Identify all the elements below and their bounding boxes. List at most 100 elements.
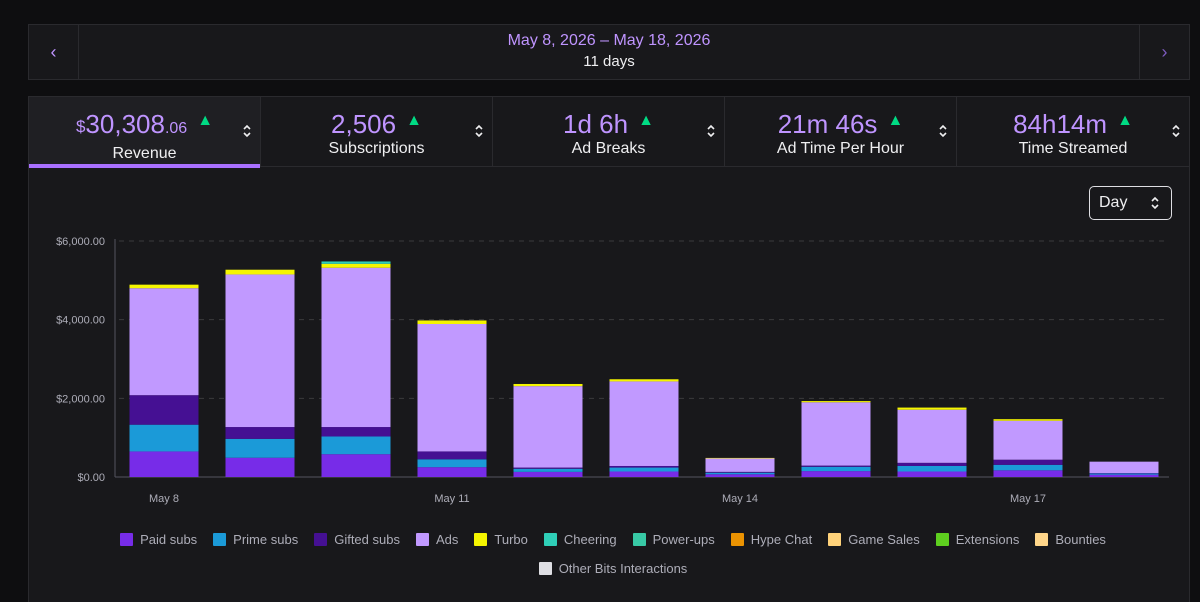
bar-segment[interactable] (417, 323, 487, 452)
tab-revenue[interactable]: $30,308.06 ▲ Revenue (29, 97, 261, 168)
legend-item[interactable]: Paid subs (120, 532, 197, 547)
bar-segment[interactable] (417, 459, 487, 468)
bar-segment[interactable] (993, 420, 1063, 460)
bar-segment[interactable] (321, 261, 391, 264)
bar-segment[interactable] (417, 451, 487, 460)
metric-tabs: $30,308.06 ▲ Revenue 2,506 ▲ Subscriptions… (29, 97, 1189, 168)
bar-segment[interactable] (129, 284, 199, 289)
bar-segment[interactable] (417, 467, 487, 477)
bar-segment[interactable] (705, 458, 775, 472)
legend-item[interactable]: Gifted subs (314, 532, 400, 547)
tab-time-streamed[interactable]: 84h14m ▲ Time Streamed (957, 97, 1189, 167)
bar-segment[interactable] (609, 381, 679, 466)
tab-label: Subscriptions (328, 140, 425, 157)
bar-segment[interactable] (513, 386, 583, 468)
date-range-bar: ‹ May 8, 2026 – May 18, 2026 11 days › (28, 24, 1190, 80)
bar-segment[interactable] (1089, 473, 1159, 474)
bar-segment[interactable] (705, 474, 775, 477)
bar-segment[interactable] (225, 269, 295, 275)
legend-label: Bounties (1055, 532, 1106, 547)
legend-swatch (314, 533, 328, 546)
arrow-up-icon: ▲ (1117, 112, 1133, 129)
tab-subscriptions[interactable]: 2,506 ▲ Subscriptions (261, 97, 493, 167)
bar-segment[interactable] (993, 464, 1063, 471)
legend-item[interactable]: Cheering (543, 532, 617, 547)
bar-segment[interactable] (993, 470, 1063, 477)
date-range-days: 11 days (583, 53, 635, 70)
bar-segment[interactable] (321, 267, 391, 428)
bar-segment[interactable] (801, 466, 871, 472)
bar-segment[interactable] (705, 471, 775, 473)
bar-segment[interactable] (129, 288, 199, 396)
legend-item[interactable]: Power-ups (632, 532, 715, 547)
bar-segment[interactable] (225, 427, 295, 439)
bar-segment[interactable] (513, 468, 583, 472)
chevron-up-down-icon (1151, 196, 1159, 210)
bar-segment[interactable] (993, 459, 1063, 465)
bar-segment[interactable] (225, 438, 295, 458)
x-tick-label: May 17 (1010, 493, 1046, 505)
bar-segment[interactable] (129, 451, 199, 477)
bar-segment[interactable] (513, 383, 583, 387)
legend-swatch (213, 533, 227, 546)
legend-swatch (415, 533, 429, 546)
bar-segment[interactable] (129, 424, 199, 452)
x-tick-label: May 11 (434, 493, 469, 505)
bar-segment[interactable] (897, 407, 967, 410)
bar-segment[interactable] (225, 457, 295, 477)
bar-segment[interactable] (321, 263, 391, 268)
bar-segment[interactable] (417, 320, 487, 324)
legend-item[interactable]: Turbo (474, 532, 528, 547)
sort-icon (1172, 124, 1180, 138)
bar-segment[interactable] (897, 465, 967, 472)
bar-segment[interactable] (129, 395, 199, 425)
bar-segment[interactable] (1089, 474, 1159, 477)
bar-segment[interactable] (609, 471, 679, 477)
legend-item[interactable]: Other Bits Interactions (538, 561, 688, 576)
legend-item[interactable]: Game Sales (828, 532, 920, 547)
bar-segment[interactable] (609, 467, 679, 472)
next-period-button[interactable]: › (1139, 25, 1189, 79)
legend-item[interactable]: Prime subs (213, 532, 298, 547)
bar-segment[interactable] (321, 454, 391, 477)
bar-segment[interactable] (897, 471, 967, 477)
bar-segment[interactable] (897, 409, 967, 463)
tab-label: Time Streamed (1018, 140, 1128, 157)
bar-segment[interactable] (801, 465, 871, 467)
legend-item[interactable]: Extensions (935, 532, 1020, 547)
bar-segment[interactable] (801, 471, 871, 477)
bar-segment[interactable] (609, 379, 679, 382)
tab-ad-breaks[interactable]: 1d 6h ▲ Ad Breaks (493, 97, 725, 167)
bar-segment[interactable] (321, 427, 391, 437)
bar-segment[interactable] (993, 419, 1063, 421)
legend-swatch (1035, 533, 1049, 546)
bar-segment[interactable] (801, 402, 871, 466)
legend-label: Extensions (955, 532, 1020, 547)
legend-label: Prime subs (233, 532, 299, 547)
legend-item[interactable]: Hype Chat (730, 532, 812, 547)
legend-label: Other Bits Interactions (558, 561, 688, 576)
bar-segment[interactable] (801, 401, 871, 403)
legend-swatch (120, 533, 134, 546)
y-tick-label: $2,000.00 (56, 393, 105, 405)
bar-segment[interactable] (609, 465, 679, 468)
legend-swatch (730, 533, 744, 546)
bar-segment[interactable] (1089, 473, 1159, 475)
bar-segment[interactable] (1089, 461, 1159, 474)
bar-segment[interactable] (705, 472, 775, 475)
previous-period-button[interactable]: ‹ (29, 25, 79, 79)
arrow-up-icon: ▲ (406, 112, 422, 129)
bar-segment[interactable] (513, 467, 583, 469)
bar-segment[interactable] (897, 462, 967, 466)
tab-value: 21m 46s ▲ (725, 106, 956, 139)
legend-swatch (538, 562, 552, 575)
bar-segment[interactable] (225, 274, 295, 428)
bar-segment[interactable] (705, 457, 775, 459)
bar-segment[interactable] (321, 436, 391, 455)
granularity-select[interactable]: Day (1089, 186, 1172, 220)
bar-segment[interactable] (513, 471, 583, 477)
legend-item[interactable]: Ads (415, 532, 458, 547)
legend-item[interactable]: Bounties (1035, 532, 1106, 547)
metric-value: 30,308 (85, 109, 165, 139)
tab-ad-time-per-hour[interactable]: 21m 46s ▲ Ad Time Per Hour (725, 97, 957, 167)
